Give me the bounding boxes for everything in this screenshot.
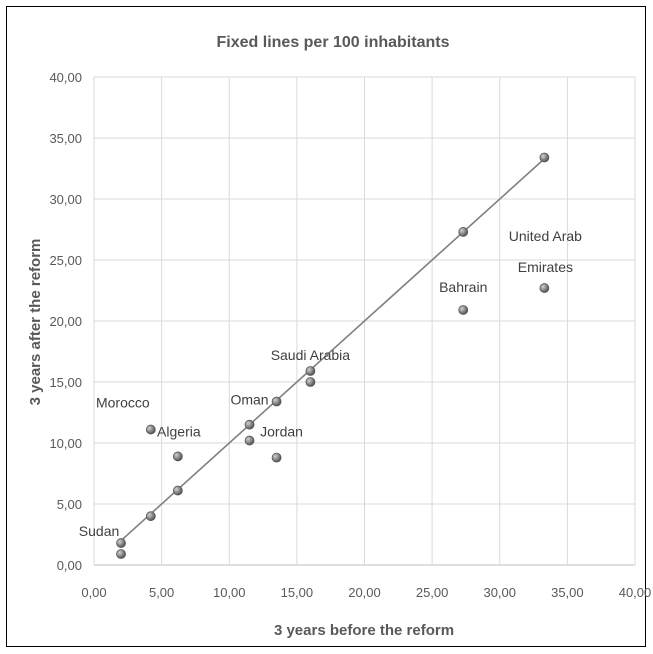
data-point [271, 396, 282, 407]
x-tick-label: 15,00 [281, 585, 314, 600]
x-tick-label: 30,00 [483, 585, 516, 600]
y-tick-label: 5,00 [57, 497, 82, 512]
y-axis-title: 3 years after the reform [27, 239, 44, 406]
data-point [458, 305, 469, 315]
data-point [305, 377, 316, 387]
data-point [145, 424, 156, 435]
point-labels: Sudan Morocco Algeria Oman Jordan Saudi Arabi… [79, 228, 582, 539]
trendline-group [120, 158, 545, 542]
trendline [120, 158, 545, 542]
x-tick-label: 40,00 [619, 585, 652, 600]
point-label: Jordan [260, 424, 303, 440]
y-tick-label: 30,00 [49, 192, 82, 207]
y-tick-label: 10,00 [49, 436, 82, 451]
data-point [271, 452, 282, 463]
point-label: Bahrain [439, 279, 487, 295]
data-point [539, 152, 550, 163]
chart-title: Fixed lines per 100 inhabitants [217, 34, 450, 51]
y-tick-label: 20,00 [49, 314, 82, 329]
data-point [305, 366, 316, 376]
y-tick-label: 40,00 [49, 70, 82, 85]
data-point [172, 485, 183, 496]
point-label: Saudi Arabia [271, 347, 351, 363]
data-point [244, 419, 255, 430]
point-label: Oman [230, 392, 268, 408]
data-point [172, 451, 183, 462]
data-points [116, 152, 550, 559]
x-tick-label: 5,00 [149, 585, 174, 600]
data-point [244, 435, 255, 446]
point-label: Morocco [96, 395, 150, 411]
x-tick-label: 25,00 [416, 585, 449, 600]
point-label: United Arab [509, 228, 582, 244]
x-tick-label: 35,00 [551, 585, 584, 600]
data-point [116, 549, 126, 559]
x-tick-label: 20,00 [348, 585, 381, 600]
grid-lines [93, 76, 636, 566]
point-label: Algeria [157, 423, 201, 439]
data-point [116, 538, 126, 548]
y-tick-label: 0,00 [57, 558, 82, 573]
y-tick-label: 25,00 [49, 253, 82, 268]
y-tick-label: 15,00 [49, 375, 82, 390]
point-label: Sudan [79, 523, 119, 539]
point-label: Emirates [518, 259, 573, 275]
x-tick-labels: 0,00 5,00 10,00 15,00 20,00 25,00 30,00 35,00 40… [81, 585, 651, 600]
data-point [145, 511, 156, 522]
data-point [458, 227, 469, 237]
chart-frame [6, 6, 646, 647]
x-tick-label: 10,00 [213, 585, 246, 600]
data-point [539, 283, 550, 293]
x-tick-label: 0,00 [81, 585, 106, 600]
x-axis-title: 3 years before the reform [274, 622, 454, 639]
y-tick-labels: 0,00 5,00 10,00 15,00 20,00 25,00 30,00 35,00 40… [49, 70, 82, 573]
y-tick-label: 35,00 [49, 131, 82, 146]
